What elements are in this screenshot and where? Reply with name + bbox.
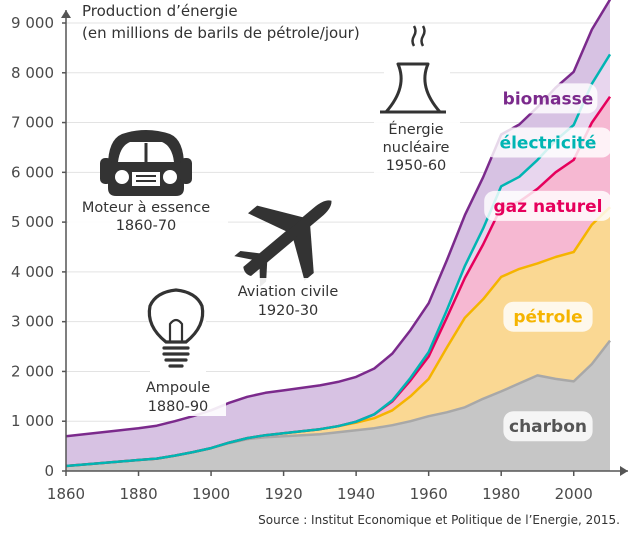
car-label-line2: 1860-70 <box>116 218 177 234</box>
series-label: électricité <box>500 133 597 153</box>
bulb-label-line1: Ampoule <box>146 380 210 396</box>
y-tick-label: 2 000 <box>11 362 54 380</box>
nuclear-label-line1: Énergie <box>388 121 443 138</box>
x-axis-arrow <box>620 466 628 476</box>
series-label: biomasse <box>503 89 594 109</box>
area-charbon <box>66 340 610 471</box>
bulb-annotation: Ampoule 1880-90 <box>130 374 226 416</box>
airplane-icon <box>234 200 332 287</box>
x-tick-labels: 1860 1880 1900 1920 1940 1960 1980 2000 <box>47 471 593 503</box>
series-label: charbon <box>509 417 587 437</box>
y-tick-label: 4 000 <box>11 263 54 281</box>
plane-label-line1: Aviation civile <box>238 284 339 300</box>
bulb-label-line2: 1880-90 <box>148 399 209 415</box>
line-electricite <box>65 53 612 468</box>
car-annotation: Moteur à essence 1860-70 <box>68 196 228 236</box>
series-label: pétrole <box>513 308 582 328</box>
y-axis-arrow <box>61 10 71 18</box>
car-label-line1: Moteur à essence <box>82 200 210 216</box>
y-tick-label: 3 000 <box>11 313 54 331</box>
plane-label-line2: 1920-30 <box>258 303 319 319</box>
x-tick-label: 2000 <box>555 485 593 503</box>
series-label-bg <box>498 83 598 114</box>
nuclear-plant-icon <box>380 25 450 114</box>
y-tick-label: 1 000 <box>11 412 54 430</box>
y-tick-labels: 0 1 000 2 000 3 000 4 000 5 000 6 000 7 000 8 00… <box>11 14 66 480</box>
x-tick-label: 1920 <box>265 485 303 503</box>
series-label-bg <box>484 127 612 158</box>
lightbulb-icon <box>147 288 206 372</box>
series-label-bg <box>484 190 612 221</box>
stacked-areas <box>66 0 610 471</box>
y-tick-label: 0 <box>44 462 54 480</box>
series-label-bg <box>503 301 593 332</box>
y-tick-label: 9 000 <box>11 14 54 32</box>
series-labels: charbon pétrole gaz naturel électricité biom… <box>484 83 612 442</box>
x-tick-label: 1880 <box>119 485 157 503</box>
x-tick-label: 1940 <box>337 485 375 503</box>
x-tick-label: 1980 <box>482 485 520 503</box>
y-tick-label: 7 000 <box>11 114 54 132</box>
y-tick-label: 5 000 <box>11 213 54 231</box>
series-label-bg <box>503 411 593 442</box>
area-petrole <box>66 207 610 466</box>
nuclear-label-line2: nucléaire <box>383 140 450 156</box>
series-label: gaz naturel <box>494 197 603 217</box>
nuclear-label-line3: 1950-60 <box>386 158 447 174</box>
nuclear-annotation: Énergie nucléaire 1950-60 <box>374 118 460 176</box>
plane-annotation: Aviation civile 1920-30 <box>222 278 354 320</box>
x-tick-label: 1960 <box>410 485 448 503</box>
y-axis-title-line2: (en millions de barils de pétrole/jour) <box>82 24 360 42</box>
x-tick-label: 1900 <box>192 485 230 503</box>
line-biomasse <box>65 0 612 438</box>
x-tick-label: 1860 <box>47 485 85 503</box>
source-note: Source : Institut Economique et Politiqu… <box>258 513 620 527</box>
y-tick-label: 8 000 <box>11 64 54 82</box>
car-icon <box>100 130 192 196</box>
y-tick-label: 6 000 <box>11 163 54 181</box>
axes <box>61 10 628 476</box>
y-axis-title-line1: Production d’énergie <box>82 2 238 20</box>
